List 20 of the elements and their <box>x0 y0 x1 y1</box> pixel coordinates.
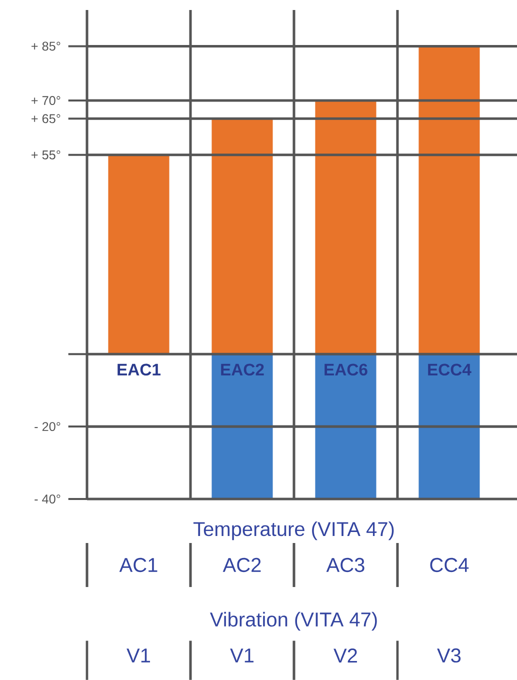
text: V1 <box>230 648 254 662</box>
text: V1 <box>126 648 150 662</box>
y-tick-label: + 55° <box>32 150 60 160</box>
y-tick-label: + 70° <box>32 96 60 106</box>
x-tick-label: ECC4 <box>428 364 472 376</box>
text: Temperature (VITA 47) <box>193 521 394 540</box>
text: AC1 <box>119 558 158 572</box>
x-tick-label: EAC1 <box>118 364 161 376</box>
x-tick-label: EAC6 <box>324 364 368 376</box>
y-tick-label: + 65° <box>32 114 60 124</box>
text: V3 <box>437 648 461 663</box>
y-tick-label: - 20° <box>34 422 60 432</box>
text: Vibration (VITA 47) <box>210 612 377 631</box>
y-tick-label: - 40° <box>34 494 60 504</box>
text: AC3 <box>326 558 364 572</box>
y-tick-label: + 85° <box>32 42 60 51</box>
text: AC2 <box>222 558 261 572</box>
text: V2 <box>334 648 357 662</box>
x-tick-label: EAC2 <box>221 364 264 376</box>
text: CC4 <box>430 558 469 572</box>
